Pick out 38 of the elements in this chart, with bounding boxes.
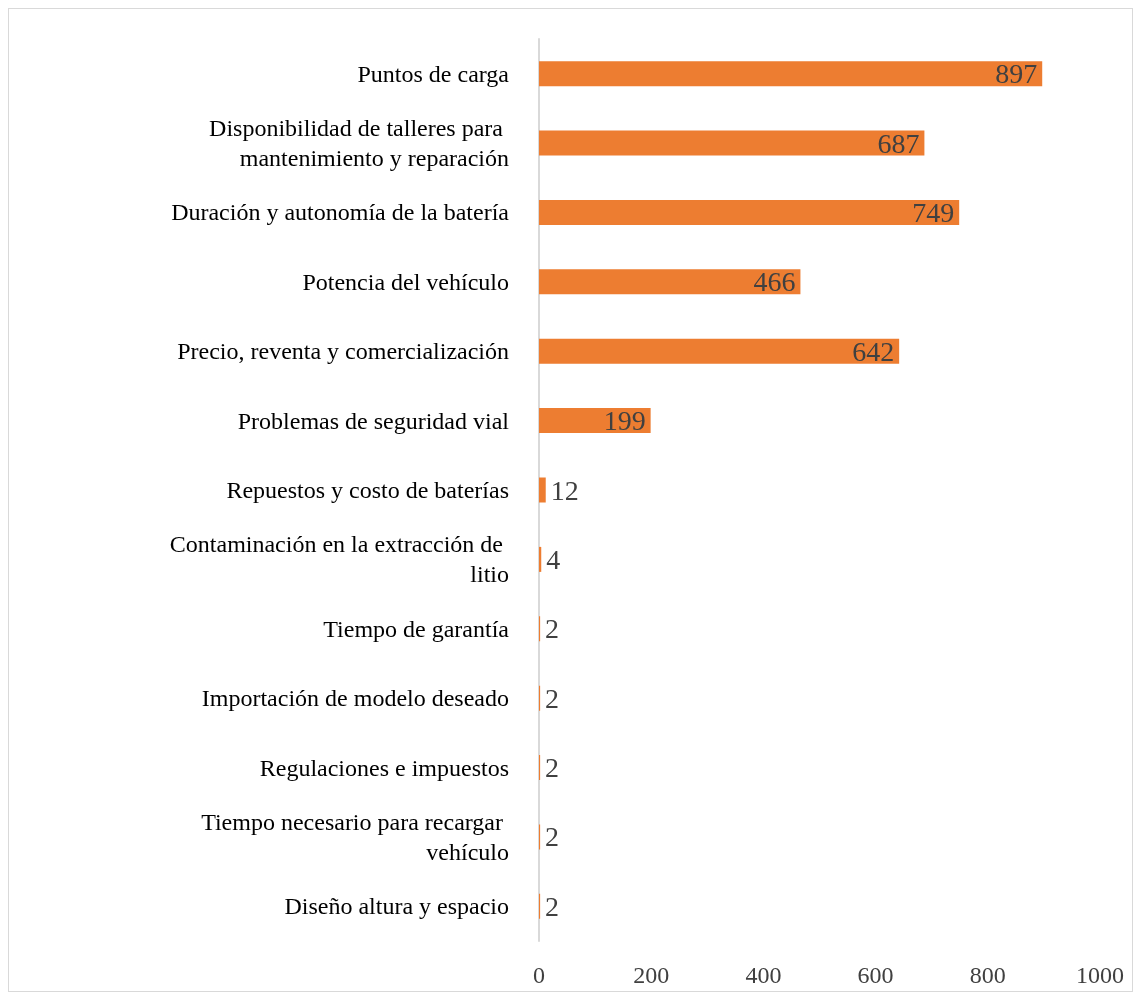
y-tick-label: Duración y autonomía de la batería xyxy=(171,199,510,226)
y-tick-label: Repuestos y costo de baterías xyxy=(226,477,509,503)
y-tick-label: Regulaciones e impuestos xyxy=(259,754,509,781)
y-tick-label: Problemas de seguridad vial xyxy=(237,407,510,434)
bar xyxy=(539,269,801,295)
x-tick-label: 800 xyxy=(969,962,1006,988)
data-label: 642 xyxy=(852,335,895,367)
bar xyxy=(539,477,546,503)
x-tick-label: 400 xyxy=(745,962,782,988)
data-label: 897 xyxy=(995,58,1038,90)
x-tick-label: 1000 xyxy=(1076,962,1124,988)
bar xyxy=(539,338,900,364)
data-label: 2 xyxy=(545,613,560,645)
y-tick-label: Potencia del vehículo xyxy=(302,268,509,295)
x-tick-label: 0 xyxy=(533,962,545,988)
data-label: 2 xyxy=(545,890,560,922)
bar xyxy=(539,199,960,225)
y-tick-label: Tiempo de garantía xyxy=(323,615,510,642)
y-tick-label: Puntos de carga xyxy=(357,60,510,87)
y-tick-label: Tiempo necesario para recargar vehículo xyxy=(201,808,509,865)
data-label: 4 xyxy=(546,543,561,575)
data-label: 12 xyxy=(550,474,579,506)
bar xyxy=(539,61,1043,87)
y-tick-label: Importación de modelo deseado xyxy=(201,685,509,712)
y-tick-label: Disponibilidad de talleres para mantenimiento y reparación xyxy=(209,115,509,172)
data-label: 687 xyxy=(877,127,920,159)
data-label: 749 xyxy=(912,196,955,228)
data-label: 2 xyxy=(545,752,560,784)
x-tick-label: 600 xyxy=(857,962,894,988)
x-tick-label: 200 xyxy=(633,962,670,988)
data-label: 2 xyxy=(545,821,560,853)
data-label: 466 xyxy=(753,266,796,298)
bar xyxy=(539,130,925,156)
data-label: 2 xyxy=(545,682,560,714)
data-label: 199 xyxy=(603,405,646,437)
y-tick-label: Precio, reventa y comercialización xyxy=(177,338,509,365)
y-tick-label: Diseño altura y espacio xyxy=(284,893,509,920)
y-tick-label: Contaminación en la extracción de litio xyxy=(169,531,509,588)
